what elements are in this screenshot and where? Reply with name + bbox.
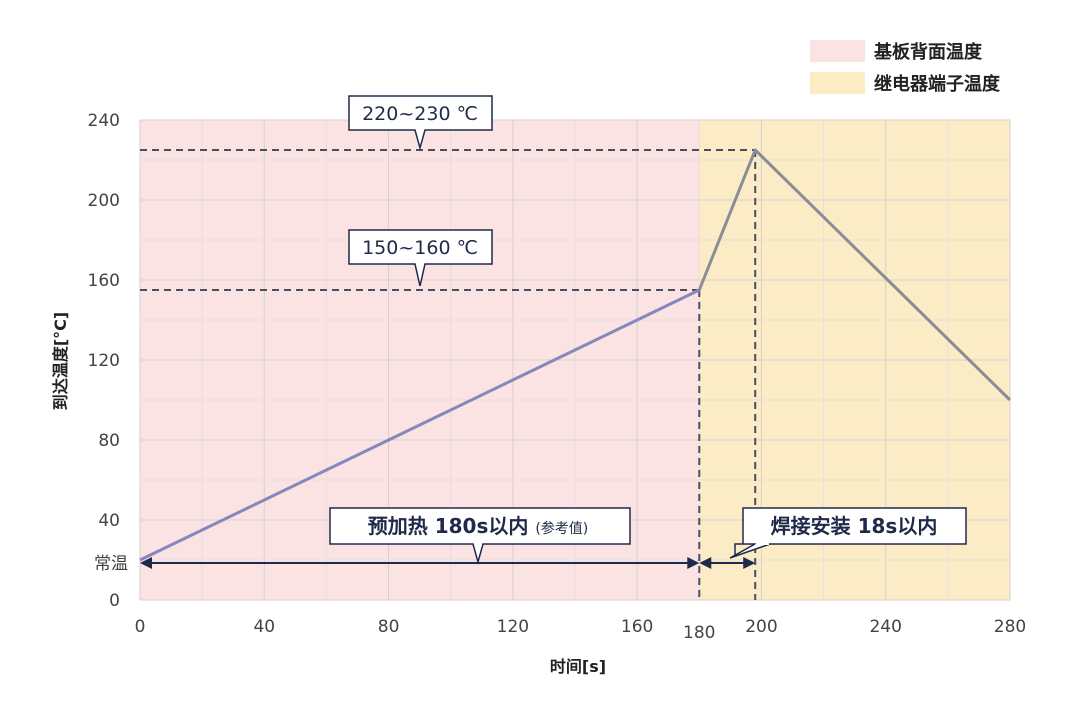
y-tick-label: 40 — [98, 511, 120, 531]
x-tick-label: 160 — [621, 617, 653, 637]
arrowhead-left — [699, 557, 712, 569]
callout-tail-solder — [729, 543, 771, 559]
x-tick-label: 280 — [994, 617, 1026, 637]
legend-label-relay: 继电器端子温度 — [874, 73, 1001, 95]
arrowhead-right — [687, 557, 700, 569]
series-group — [139, 148, 1012, 562]
callout-label-preheat: 预加热 180s以内 (参考值) — [368, 514, 589, 538]
legend-swatch-relay — [810, 72, 865, 94]
callout-box-solder — [734, 507, 967, 556]
callout-box-preheat — [329, 507, 631, 565]
x-tick-label: 40 — [253, 617, 275, 637]
x-tick-label: 180 — [683, 623, 715, 643]
x-tick-labels: 0 40 80 120 160 180 200 240 280 — [135, 617, 1027, 643]
x-tick-label: 80 — [378, 617, 400, 637]
y-tick-label: 200 — [88, 191, 120, 211]
callout-box-peak — [348, 95, 493, 151]
callouts: 220~230 ℃ 150~160 ℃ 预加热 180s以内 (参考值) 焊接安装 1… — [94, 95, 967, 574]
y-axis-label: 到达温度[°C] — [51, 312, 70, 410]
callout-label-solder: 焊接安装 18s以内 — [771, 514, 938, 538]
y-tick-label: 0 — [109, 591, 120, 611]
y-tick-label: 240 — [88, 111, 120, 131]
series-line — [697, 148, 1012, 402]
callout-box-pre — [348, 229, 493, 287]
callout-label-peak: 220~230 ℃ — [362, 103, 478, 125]
callout-label-pre: 150~160 ℃ — [362, 237, 478, 259]
callout-tail-mask — [756, 541, 769, 545]
y-tick-label: 160 — [88, 271, 120, 291]
x-tick-label: 240 — [869, 617, 901, 637]
arrowhead-right — [743, 557, 756, 569]
legend-swatch-board — [810, 40, 865, 62]
legend-label-board: 基板背面温度 — [873, 41, 983, 63]
y-tick-label: 80 — [98, 431, 120, 451]
x-axis-label: 时间[s] — [550, 657, 606, 676]
x-tick-label: 200 — [745, 617, 777, 637]
y-tick-labels: 0 40 80 120 160 200 240 — [88, 111, 120, 611]
room-temp-label: 常温 — [94, 554, 128, 574]
y-tick-label: 120 — [88, 351, 120, 371]
x-tick-label: 0 — [135, 617, 146, 637]
x-tick-label: 120 — [497, 617, 529, 637]
legend: 基板背面温度 继电器端子温度 — [810, 40, 1001, 95]
arrowhead-left — [140, 557, 152, 569]
series-line — [139, 288, 700, 562]
